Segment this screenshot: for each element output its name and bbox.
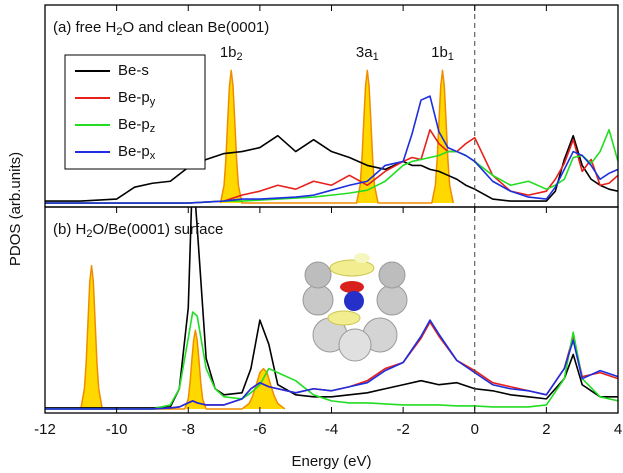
panel-title: (a) free H2O and clean Be(0001) [53, 19, 269, 38]
peak-label: 1b1 [431, 44, 454, 63]
x-tick-label: -4 [325, 421, 338, 438]
x-tick-label: -12 [34, 421, 56, 438]
legend-label: Be-px [118, 143, 156, 162]
plot-area [45, 207, 618, 410]
x-tick-label: -2 [396, 421, 409, 438]
filled-peak [80, 264, 286, 410]
x-tick-label: 0 [471, 421, 479, 438]
series-line [45, 207, 618, 409]
series-line [45, 319, 618, 410]
x-axis-label: Energy (eV) [291, 453, 371, 470]
legend-label: Be-s [118, 62, 149, 79]
x-tick-label: -10 [106, 421, 128, 438]
legend-box [64, 54, 206, 170]
plot-area [45, 69, 618, 204]
x-tick-label: -8 [182, 421, 195, 438]
panel-title: (b) H2O/Be(0001) surface [53, 221, 223, 240]
peak-label: 3a1 [356, 44, 379, 63]
series-line [45, 311, 618, 410]
peak-label: 1b2 [220, 44, 243, 63]
legend-label: Be-pz [118, 116, 155, 135]
filled-peak [219, 69, 454, 204]
x-tick-label: 4 [614, 421, 622, 438]
inset-structure [302, 253, 408, 362]
legend-label: Be-py [118, 89, 156, 108]
series-line [45, 95, 618, 204]
x-tick-label: -6 [253, 421, 266, 438]
y-axis-label: PDOS (arb.units) [7, 152, 24, 266]
x-tick-label: 2 [542, 421, 550, 438]
